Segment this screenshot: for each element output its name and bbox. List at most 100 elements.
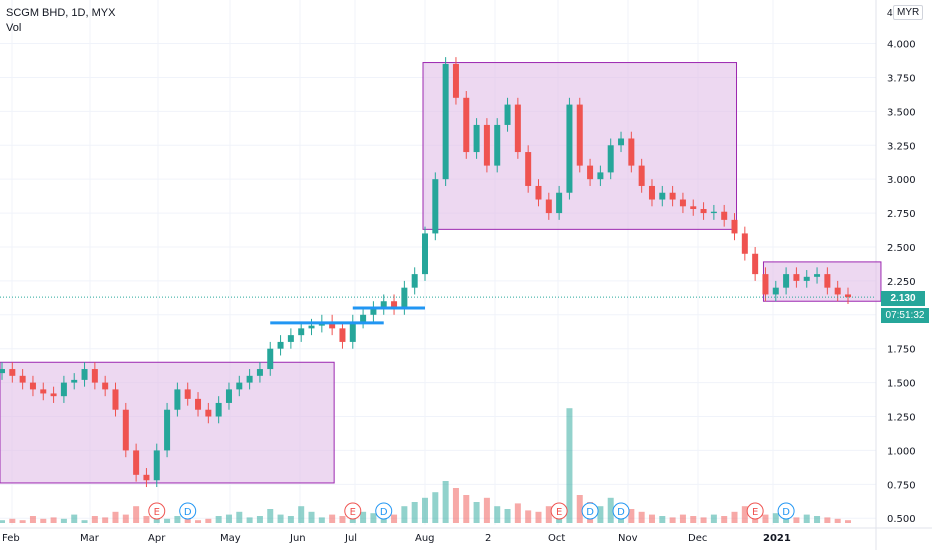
candle-body <box>752 253 759 275</box>
candle-body <box>246 375 253 383</box>
volume-bar <box>102 517 109 523</box>
volume-bar <box>648 514 655 523</box>
volume-bar <box>845 520 851 523</box>
candle-body <box>370 308 377 315</box>
volume-bar <box>452 488 459 523</box>
candle-body <box>731 219 738 234</box>
volume-bar <box>824 517 831 523</box>
volume-bar <box>0 520 5 523</box>
volume-bar <box>483 497 490 523</box>
volume-bar <box>690 516 697 523</box>
dividend-marker-label: D <box>617 507 625 518</box>
candle-body <box>741 233 748 254</box>
volume-bar <box>772 513 779 523</box>
volume-bar <box>473 502 480 523</box>
volume-bar <box>225 514 232 523</box>
dividend-marker-label: D <box>586 507 594 518</box>
candle-body <box>473 124 480 153</box>
volume-bar <box>576 495 583 523</box>
candle-body <box>19 375 26 383</box>
dividend-marker[interactable] <box>612 502 630 520</box>
x-tick-label: Apr <box>148 533 166 544</box>
dividend-marker-label: D <box>184 507 192 518</box>
volume-bar <box>628 509 635 523</box>
candle-body <box>762 274 769 295</box>
candle-body <box>391 301 398 309</box>
volume-bar <box>329 514 336 523</box>
volume-bar <box>287 516 294 523</box>
candle-body <box>40 389 47 394</box>
symbol-title: SCGM BHD, 1D, MYX <box>6 7 116 19</box>
volume-bar <box>525 510 532 523</box>
candle-body <box>525 152 532 186</box>
volume-bar <box>277 514 284 523</box>
earnings-marker[interactable] <box>344 502 362 520</box>
earnings-marker-label: E <box>350 507 356 518</box>
currency-button[interactable]: MYR <box>893 5 924 20</box>
y-tick-label: 3.000 <box>887 175 916 186</box>
volume-bar <box>731 511 738 523</box>
candle-body <box>215 402 222 417</box>
y-tick-label: 2.750 <box>887 209 916 220</box>
volume-bar <box>133 506 140 523</box>
volume-bar <box>215 516 222 523</box>
earnings-marker[interactable] <box>746 502 764 520</box>
x-tick-label: Oct <box>548 533 565 544</box>
volume-bar <box>112 511 119 523</box>
x-tick-label: Dec <box>688 533 707 544</box>
y-tick-label: 3.500 <box>887 107 916 118</box>
volume-bar <box>308 511 315 523</box>
candle-body <box>184 389 191 399</box>
candle-body <box>360 314 367 322</box>
volume-bar <box>60 518 67 523</box>
candle-body <box>432 179 439 234</box>
y-tick-label: 1.250 <box>887 413 916 424</box>
candle-body <box>287 335 294 342</box>
candle-body <box>267 348 274 370</box>
candle-body <box>597 172 604 180</box>
candle-body <box>556 192 563 214</box>
x-tick-label: 2021 <box>763 533 791 544</box>
candle-body <box>71 379 78 383</box>
candle-body <box>845 294 851 298</box>
dividend-marker[interactable] <box>375 502 393 520</box>
dividend-marker[interactable] <box>777 502 795 520</box>
volume-bar <box>803 514 810 523</box>
earnings-marker[interactable] <box>148 502 166 520</box>
volume-bar <box>721 516 728 523</box>
y-tick-label: 1.750 <box>887 345 916 356</box>
earnings-marker[interactable] <box>550 502 568 520</box>
candle-body <box>679 199 686 207</box>
candle-body <box>380 301 387 309</box>
dividend-marker[interactable] <box>581 502 599 520</box>
y-tick-label: 4.000 <box>887 40 916 51</box>
volume-bar <box>153 517 160 523</box>
volume-bar <box>50 517 57 523</box>
volume-bar <box>29 516 36 523</box>
dividend-marker-label: D <box>380 507 388 518</box>
volume-bar <box>463 495 470 523</box>
candle-body <box>422 233 428 275</box>
volume-bar <box>143 516 150 523</box>
earnings-marker-label: E <box>154 507 160 518</box>
top-axis-label: 4 <box>887 8 893 19</box>
candle-body <box>225 389 232 403</box>
volume-bar <box>9 518 16 523</box>
candle-body <box>112 389 119 410</box>
earnings-marker-label: E <box>556 507 562 518</box>
candle-body <box>545 199 552 214</box>
x-tick-label: Feb <box>2 533 20 544</box>
candle-body <box>50 393 57 397</box>
candle-body <box>143 474 150 481</box>
y-tick-label: 1.500 <box>887 379 916 390</box>
volume-bar <box>793 517 800 523</box>
volume-bar <box>391 514 398 523</box>
candle-body <box>195 398 202 410</box>
volume-bar <box>638 511 645 523</box>
dividend-marker[interactable] <box>179 502 197 520</box>
candle-body <box>277 341 284 349</box>
x-tick-label: Jun <box>289 533 306 544</box>
candle-body <box>81 369 88 380</box>
volume-bar <box>669 517 676 523</box>
